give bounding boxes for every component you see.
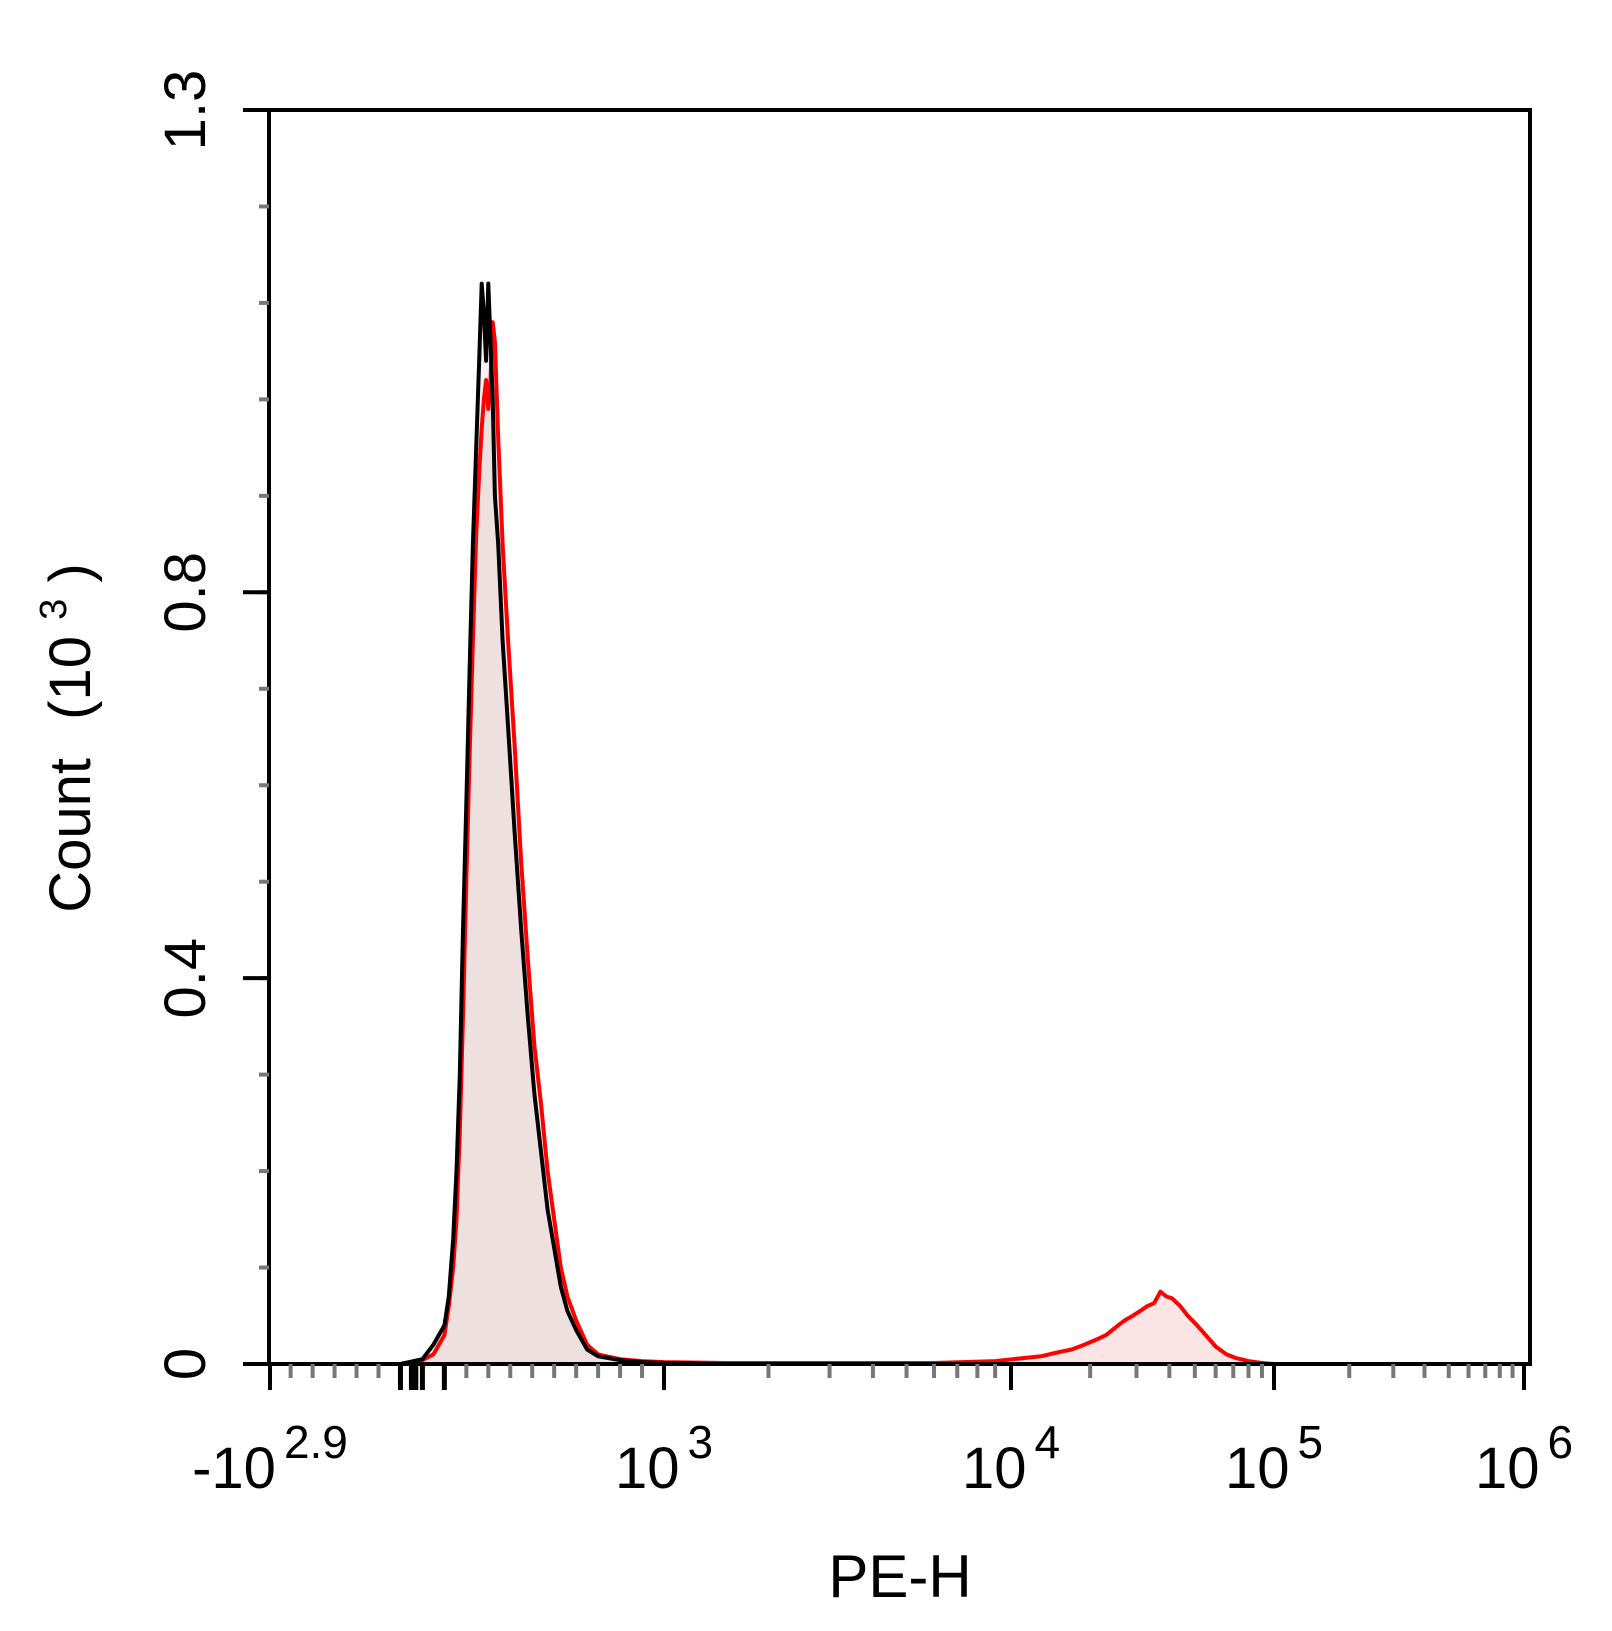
- x-tick-label-exponent: 3: [687, 1416, 713, 1468]
- x-tick-label-base: 10: [1225, 1436, 1290, 1501]
- histogram-lines: [378, 281, 1524, 1366]
- x-tick-label: -10 2.9: [192, 1416, 348, 1501]
- sample-histogram-fill: [378, 322, 1524, 1365]
- sample-histogram-line: [378, 320, 1524, 1366]
- x-axis-label: PE-H: [828, 1543, 971, 1610]
- x-tick-label: 10 4: [962, 1416, 1060, 1501]
- x-tick-label-exponent: 6: [1547, 1416, 1573, 1468]
- y-tick-label: 0.8: [153, 552, 218, 633]
- x-tick-label: 10 6: [1475, 1416, 1573, 1501]
- y-tick-label: 0.4: [153, 938, 218, 1019]
- x-tick-label-base: -10: [192, 1436, 276, 1501]
- y-axis: 0 0.4 0.8 1.3: [153, 70, 269, 1380]
- x-tick-label-base: 10: [1475, 1436, 1540, 1501]
- x-tick-label-exponent: 4: [1034, 1416, 1060, 1468]
- y-tick-label: 1.3: [153, 70, 218, 151]
- plot-frame: [267, 108, 1532, 1366]
- x-tick-label: 10 5: [1225, 1416, 1323, 1501]
- x-axis: -10 2.9 10 3 10 4 10 5 10 6: [192, 1364, 1573, 1501]
- control-histogram-fill: [378, 283, 1524, 1365]
- control-histogram-line: [378, 281, 1524, 1366]
- y-axis-label: Count (10 3 ): [14, 563, 103, 912]
- y-tick-label: 0: [153, 1348, 218, 1380]
- x-tick-label: 10 3: [615, 1416, 713, 1501]
- x-tick-label-base: 10: [615, 1436, 680, 1501]
- x-tick-label-exponent: 5: [1297, 1416, 1323, 1468]
- x-tick-label-exponent: 2.9: [284, 1416, 348, 1468]
- x-tick-label-base: 10: [962, 1436, 1027, 1501]
